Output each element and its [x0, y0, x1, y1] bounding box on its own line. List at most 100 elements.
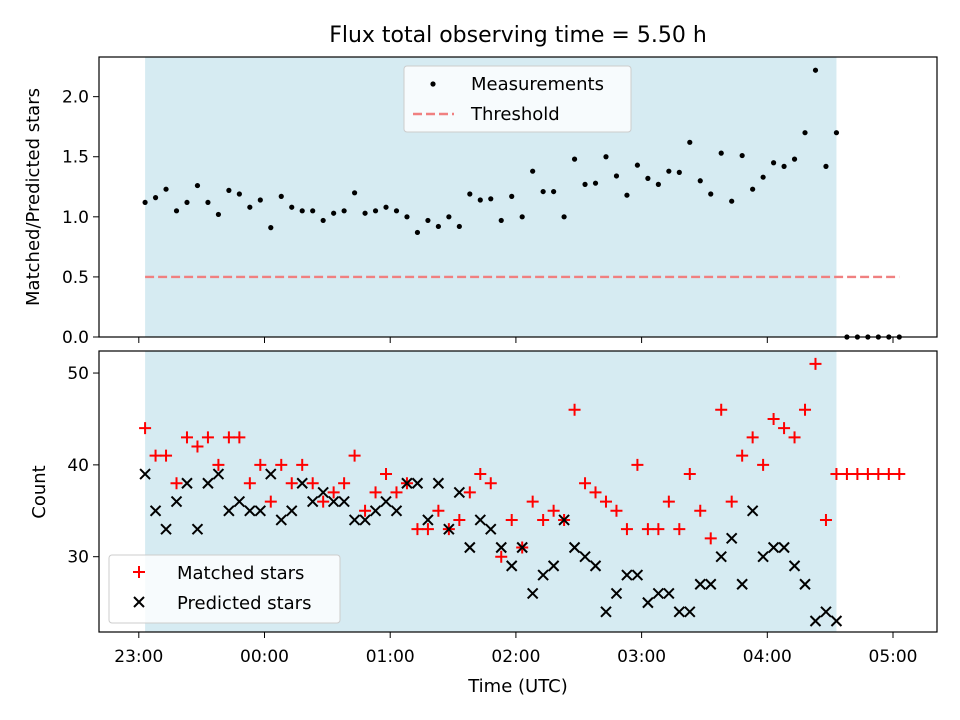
- measurement-point: [184, 199, 190, 206]
- matched-star-point: [788, 431, 801, 444]
- measurement-point: [362, 210, 368, 216]
- matched-star-point: [799, 403, 812, 416]
- predicted-star-point: [568, 541, 581, 554]
- matched-star-point: [201, 431, 214, 444]
- bottom-xtick-label: 04:00: [743, 647, 792, 667]
- measurement-point: [467, 191, 473, 197]
- measurement-point: [404, 214, 410, 220]
- measurement-point: [341, 208, 347, 214]
- matched-star-point: [275, 458, 288, 471]
- predicted-star-point: [265, 468, 277, 480]
- matched-star-point: [547, 504, 560, 517]
- predicted-star-point: [788, 560, 801, 572]
- predicted-star-point: [725, 532, 738, 545]
- matched-star-point: [505, 513, 518, 526]
- figure-title: Flux total observing time = 5.50 h: [329, 23, 707, 48]
- bottom-xtick-label: 05:00: [869, 647, 918, 667]
- predicted-star-point: [705, 578, 717, 590]
- bottom-xticks: 23:00 00:00 01:00 02:00 03:00 04:00 05:00: [114, 632, 918, 667]
- predicted-star-point: [369, 505, 382, 517]
- measurement-point: [194, 182, 201, 189]
- matched-star-point: [830, 468, 843, 481]
- bottom-plot-frame: [98, 350, 938, 633]
- predicted-star-point: [160, 523, 172, 535]
- matched-star-point: [359, 504, 372, 517]
- predicted-star-point: [202, 477, 214, 489]
- matched-star-point: [212, 458, 225, 471]
- measurement-point: [310, 208, 316, 214]
- matched-star-point: [463, 486, 476, 499]
- bottom-legend: Matched stars Predicted stars: [108, 554, 341, 624]
- measurement-point: [173, 208, 180, 214]
- matched-star-point: [474, 468, 487, 481]
- measurement-point: [739, 152, 745, 159]
- measurement-point: [351, 190, 358, 196]
- predicted-star-point: [767, 541, 780, 554]
- predicted-star-point: [736, 578, 748, 590]
- matched-star-point: [327, 486, 340, 499]
- predicted-star-point: [432, 477, 445, 489]
- matched-star-point: [390, 486, 403, 499]
- legend-measurements-label: Measurements: [471, 74, 604, 95]
- measurement-point: [509, 193, 515, 199]
- matched-star-point: [369, 486, 382, 499]
- predicted-star-point: [642, 596, 654, 609]
- measurement-point: [268, 225, 274, 231]
- matched-star-point: [338, 477, 351, 490]
- bottom-series-layer: [139, 357, 906, 627]
- predicted-star-point: [809, 615, 822, 627]
- measurement-point: [435, 223, 441, 230]
- predicted-star-point: [830, 615, 843, 627]
- predicted-star-point: [506, 560, 518, 572]
- measurement-point: [331, 210, 337, 216]
- top-xticks: [138, 337, 894, 343]
- predicted-star-point: [422, 514, 434, 526]
- predicted-star-point: [464, 541, 476, 554]
- measurement-point: [791, 156, 798, 162]
- matched-star-point: [809, 357, 822, 370]
- bottom-xtick-label: 01:00: [366, 647, 415, 667]
- matched-star-point: [296, 458, 309, 471]
- predicted-star-point: [212, 468, 225, 480]
- predicted-star-point: [275, 514, 287, 526]
- bottom-xtick-label: 02:00: [491, 647, 540, 667]
- predicted-star-point: [558, 514, 570, 526]
- predicted-star-point: [600, 606, 612, 618]
- predicted-star-point: [652, 587, 665, 600]
- measurement-point: [383, 204, 389, 210]
- top-ytick-label: 2.0: [62, 88, 89, 108]
- measurement-point: [320, 217, 326, 224]
- top-legend: Measurements Threshold: [403, 65, 632, 133]
- measurement-point: [152, 195, 159, 201]
- matched-star-point: [725, 495, 738, 508]
- measurement-point: [676, 169, 682, 175]
- measurement-point: [488, 196, 494, 202]
- predicted-star-point: [537, 569, 549, 581]
- matched-star-point: [819, 513, 832, 526]
- top-ytick-label: 0.5: [62, 268, 89, 288]
- matched-star-point: [599, 495, 612, 508]
- predicted-star-point: [621, 569, 633, 581]
- matched-star-point: [746, 431, 759, 444]
- matched-star-point: [254, 458, 267, 471]
- measurement-point: [425, 217, 431, 224]
- bottom-xtick-label: 00:00: [240, 647, 289, 667]
- matched-star-point: [882, 468, 895, 481]
- matched-star-point: [411, 523, 424, 536]
- predicted-star-point: [443, 523, 455, 535]
- measurement-point: [289, 204, 295, 210]
- measurement-point: [226, 187, 232, 193]
- matched-star-point: [526, 495, 539, 508]
- matched-star-point: [484, 477, 497, 490]
- measurement-point: [760, 174, 766, 180]
- legend-predicted-label: Predicted stars: [177, 593, 311, 614]
- measurement-point: [205, 199, 211, 206]
- bottom-xtick-label: 03:00: [617, 647, 666, 667]
- matched-star-point: [180, 431, 193, 444]
- predicted-star-point: [631, 569, 644, 581]
- measurement-point: [393, 208, 400, 214]
- predicted-star-point: [778, 541, 790, 554]
- measurement-point: [812, 67, 819, 73]
- predicted-star-point: [715, 550, 727, 563]
